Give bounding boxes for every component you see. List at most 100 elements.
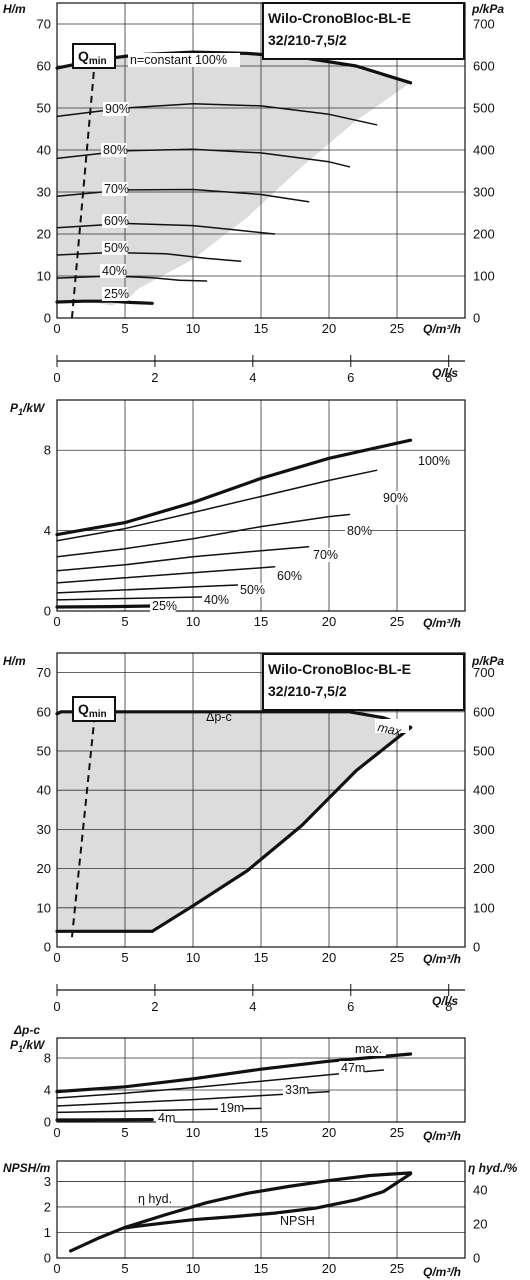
pump-title-box: Wilo-CronoBloc-BL-E 32/210-7,5/2 <box>262 653 465 711</box>
y-tick-0: 0 <box>44 1251 51 1266</box>
label-80: 80% <box>103 143 128 157</box>
x-tick-5: 5 <box>121 1125 128 1140</box>
mode-label-dpc: Δp-c <box>206 710 232 724</box>
x-tick-0: 0 <box>53 321 60 336</box>
qmin-line <box>70 57 97 319</box>
x-tick-25: 25 <box>390 321 404 336</box>
y-tick-labels: 0 4 8 <box>44 1051 51 1130</box>
y-tick-3: 3 <box>44 1174 51 1189</box>
y-axis-label: H/m <box>3 654 26 668</box>
y2-tick-labels: 0 20 40 <box>473 1182 487 1265</box>
y2-tick-100: 100 <box>473 269 495 284</box>
pump-title-line-1: Wilo-CronoBloc-BL-E <box>268 10 411 26</box>
qmin-label-box: Qmin <box>72 696 116 722</box>
y2-tick-labels: 0 100 200 300 400 500 600 700 <box>473 665 495 954</box>
label-4m: 4m <box>158 1111 175 1125</box>
y-tick-labels: 0 1 2 3 <box>44 1174 51 1266</box>
curve-labels: max. 47m 33m 19m 4m <box>156 1042 386 1125</box>
ls-tick-label-8: 8 <box>445 370 452 385</box>
ls-tick-label-2: 2 <box>151 370 158 385</box>
x-tick-labels: 0 5 10 15 20 25 <box>53 1125 404 1140</box>
x-tick-20: 20 <box>322 321 336 336</box>
label-90: 90% <box>383 491 408 505</box>
label-bg-70 <box>311 548 337 562</box>
label-50: 50% <box>240 583 265 597</box>
y2-tick-0: 0 <box>473 1251 480 1266</box>
y-tick-labels: 0 10 20 30 40 50 60 70 <box>37 665 51 954</box>
y-tick-0: 0 <box>44 311 51 326</box>
x-tick-15: 15 <box>254 614 268 629</box>
label-bg-25 <box>102 287 128 301</box>
ls-axis-ticks <box>56 355 450 367</box>
y-tick-70: 70 <box>37 17 51 32</box>
x-axis-label: Q/m³/h <box>423 322 461 336</box>
label-25: 25% <box>152 599 177 613</box>
y2-tick-700: 700 <box>473 665 495 680</box>
head-flow-chart: 0 5 10 15 20 25 0 10 20 30 40 50 60 70 0 100 200 300 400… <box>3 2 504 336</box>
y-tick-30: 30 <box>37 185 51 200</box>
curve-100 <box>55 438 413 537</box>
x-axis-label: Q/m³/h <box>423 616 461 630</box>
operating-area-fill <box>57 52 411 306</box>
y-tick-40: 40 <box>37 783 51 798</box>
plot-frame <box>56 652 466 948</box>
x-tick-5: 5 <box>121 321 128 336</box>
y-tick-4: 4 <box>44 523 51 538</box>
label-bg-70 <box>102 182 128 196</box>
label-47m: 47m <box>341 1061 365 1075</box>
y-tick-70: 70 <box>37 665 51 680</box>
x-tick-5: 5 <box>121 950 128 965</box>
label-bg-max <box>353 1042 386 1056</box>
label-40: 40% <box>204 593 229 607</box>
y2-tick-600: 600 <box>473 59 495 74</box>
y2-tick-200: 200 <box>473 861 495 876</box>
ls-tick-label-2: 2 <box>151 999 158 1014</box>
pump-title-box: Wilo-CronoBloc-BL-E 32/210-7,5/2 <box>262 2 465 60</box>
grid-lines <box>56 1038 465 1123</box>
x-tick-labels: 0 5 10 15 20 25 <box>53 321 404 336</box>
y2-tick-0: 0 <box>473 311 480 326</box>
x-tick-0: 0 <box>53 950 60 965</box>
label-bg-33m <box>283 1083 309 1097</box>
y2-tick-0: 0 <box>473 940 480 955</box>
ls-axis-label: Q/l/s <box>432 366 458 380</box>
label-bg-50 <box>102 241 128 255</box>
label-bg-60 <box>102 214 128 228</box>
ls-tick-label-4: 4 <box>249 370 256 385</box>
label-90: 90% <box>105 102 130 116</box>
curve-labels: η hyd. NPSH <box>136 1192 315 1228</box>
label-bg-40 <box>202 593 228 607</box>
y-axis-label: P1/kW <box>10 401 46 417</box>
label-bg-80 <box>101 143 127 157</box>
max-label: max. <box>376 720 405 739</box>
ls-axis-tick-labels: 0 2 4 6 8 <box>53 370 452 385</box>
ls-tick-label-6: 6 <box>347 999 354 1014</box>
curve-50 <box>56 584 242 594</box>
power-curves <box>55 438 413 609</box>
y-tick-8: 8 <box>44 443 51 458</box>
label-bg-25 <box>150 599 176 613</box>
y-tick-labels: 0 4 8 <box>44 443 51 619</box>
label-bg-50 <box>238 583 264 597</box>
y2-tick-labels: 0 100 200 300 400 500 600 700 <box>473 17 495 326</box>
curve-25 <box>55 299 154 305</box>
ls-axis-tick-labels: 0 2 4 6 8 <box>53 999 452 1014</box>
y2-tick-700: 700 <box>473 17 495 32</box>
curve-envelope <box>150 725 413 933</box>
y-tick-labels: 0 10 20 30 40 50 60 70 <box>37 17 51 326</box>
curve-labels: n=constant 100% 90% 80% 70% 60% 50% 40% 25% <box>100 53 240 301</box>
power-dpc-chart: 0 5 10 15 20 25 0 4 8 max. 47m 33m 19m 4m Δp-c P1/k… <box>10 1023 466 1143</box>
label-bg-80 <box>345 524 371 538</box>
y-tick-1: 1 <box>44 1225 51 1240</box>
x-tick-15: 15 <box>254 321 268 336</box>
x-axis-label: Q/m³/h <box>423 1129 461 1143</box>
y2-axis-label: η hyd./% <box>468 1161 518 1175</box>
y-tick-20: 20 <box>37 227 51 242</box>
ls-tick-label-4: 4 <box>249 999 256 1014</box>
y-tick-0: 0 <box>44 940 51 955</box>
curve-25 <box>55 604 154 609</box>
x-tick-25: 25 <box>390 614 404 629</box>
npsh-eta-curves <box>69 1171 413 1253</box>
label-bg-npsh <box>278 1214 311 1228</box>
